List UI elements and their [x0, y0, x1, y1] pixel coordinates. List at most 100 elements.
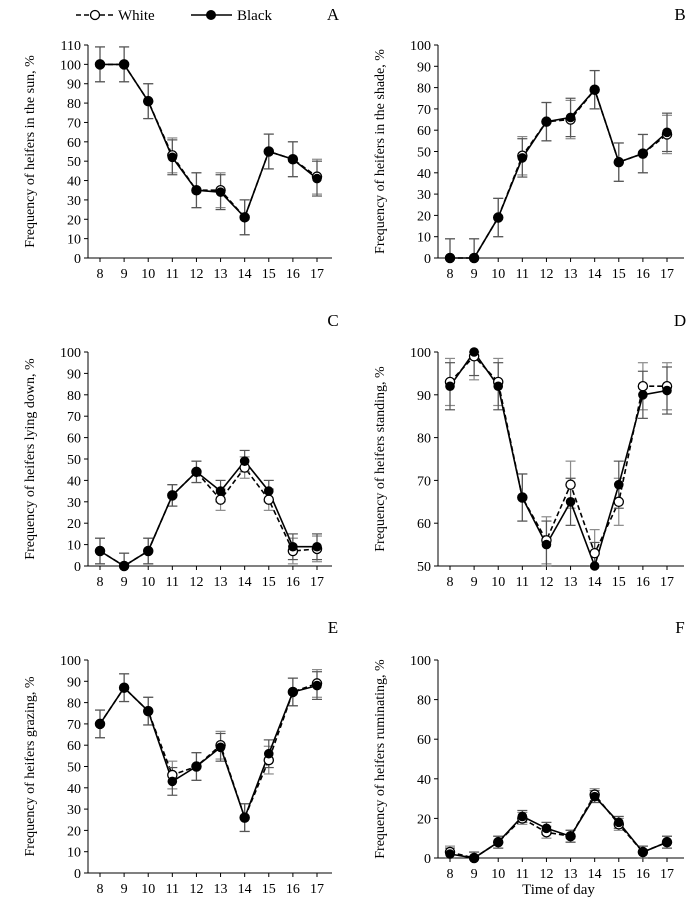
point-black	[312, 541, 322, 552]
y-tick-label: 70	[67, 116, 81, 131]
x-tick-label: 10	[141, 882, 155, 897]
point-black	[613, 157, 624, 167]
x-tick-label: 9	[121, 882, 128, 897]
x-tick-label: 10	[141, 575, 155, 590]
x-tick-label: 11	[166, 267, 179, 282]
point-black	[191, 761, 202, 772]
x-tick-label: 11	[166, 882, 179, 897]
x-tick-label: 10	[491, 267, 505, 282]
y-tick-label: 20	[417, 812, 431, 827]
y-tick-label: 90	[417, 60, 431, 75]
x-tick-label: 15	[262, 267, 276, 282]
point-black	[95, 546, 105, 556]
point-black	[167, 152, 178, 163]
point-black	[565, 497, 576, 507]
point-black	[541, 539, 552, 550]
y-tick-label: 20	[67, 824, 81, 839]
y-axis-label: Frequency of heifers in the sun, %	[23, 55, 38, 248]
x-tick-label: 14	[588, 867, 602, 882]
x-tick-label: 12	[189, 575, 203, 590]
y-tick-label: 90	[67, 78, 81, 93]
series-line-black	[449, 795, 668, 859]
y-tick-label: 100	[60, 346, 81, 361]
point-black	[191, 185, 202, 196]
x-tick-label: 17	[660, 575, 674, 590]
legend: White Black	[76, 8, 272, 24]
y-tick-label: 0	[74, 867, 81, 882]
x-tick-label: 9	[471, 267, 478, 282]
x-tick-label: 13	[214, 882, 228, 897]
x-tick-label: 8	[97, 882, 104, 897]
y-axis-label: Frequency of heifers ruminating, %	[373, 659, 388, 859]
point-black	[638, 847, 648, 857]
x-tick-label: 16	[636, 867, 650, 882]
point-black	[493, 837, 504, 847]
series-line-black	[450, 88, 668, 259]
x-tick-label: 15	[612, 867, 626, 882]
point-black	[119, 561, 129, 571]
y-tick-label: 70	[67, 410, 81, 425]
y-tick-label: 40	[67, 175, 81, 190]
x-tick-label: 10	[141, 267, 155, 282]
panel-letter: E	[328, 618, 338, 637]
legend-white-marker	[89, 9, 101, 21]
point-black	[469, 253, 479, 263]
y-tick-label: 70	[417, 474, 431, 489]
y-tick-label: 70	[417, 103, 431, 118]
point-white	[589, 547, 600, 559]
point-black	[143, 546, 154, 556]
legend-black-marker	[206, 10, 216, 20]
y-tick-label: 20	[417, 209, 431, 224]
point-black	[312, 173, 322, 184]
point-black	[613, 817, 624, 828]
x-tick-label: 16	[286, 882, 300, 897]
panel-letter: D	[674, 311, 686, 330]
series-line-white	[99, 682, 318, 820]
point-black	[167, 490, 178, 501]
series-line-black	[100, 63, 318, 219]
point-black	[312, 680, 322, 691]
y-tick-label: 90	[67, 675, 81, 690]
y-tick-label: 110	[61, 39, 81, 54]
x-tick-label: 12	[189, 267, 203, 282]
y-tick-label: 0	[424, 252, 431, 267]
x-tick-label: 16	[286, 575, 300, 590]
x-tick-label: 14	[588, 575, 602, 590]
y-tick-label: 80	[67, 697, 81, 712]
point-black	[517, 153, 528, 163]
panel-e: 0 10 20 30 40 50 60 70 80 90 100 8 9 10 11 12 13 14 15 16 17…	[23, 618, 338, 897]
x-tick-label: 11	[516, 867, 529, 882]
point-black	[215, 742, 226, 753]
y-tick-label: 60	[67, 432, 81, 447]
panel-letter: B	[674, 5, 685, 24]
y-tick-label: 50	[417, 560, 431, 575]
point-black	[288, 541, 298, 552]
y-tick-label: 40	[67, 474, 81, 489]
y-tick-label: 30	[67, 496, 81, 511]
x-tick-label: 13	[214, 575, 228, 590]
y-tick-label: 10	[67, 846, 81, 861]
x-tick-label: 13	[564, 867, 578, 882]
x-axis-label: Time of day	[522, 882, 595, 898]
y-tick-label: 80	[67, 389, 81, 404]
y-tick-label: 0	[424, 852, 431, 867]
point-black	[493, 212, 504, 223]
y-tick-label: 10	[67, 233, 81, 248]
x-tick-label: 12	[539, 267, 553, 282]
panel-f: 0 20 40 60 80 100 8 9 10 11 12 13 14 15 16 17 Frequency …	[373, 618, 685, 898]
panel-letter: F	[675, 618, 684, 637]
y-tick-label: 60	[67, 739, 81, 754]
point-black	[445, 253, 455, 263]
point-black	[662, 127, 672, 138]
point-white	[565, 479, 576, 490]
legend-black-label: Black	[237, 8, 272, 24]
y-tick-label: 30	[417, 188, 431, 203]
x-tick-label: 12	[189, 882, 203, 897]
x-tick-label: 11	[516, 267, 529, 282]
point-black	[239, 456, 250, 466]
point-black	[469, 347, 479, 357]
y-axis-label: Frequency of heifers in the shade, %	[373, 49, 388, 254]
y-tick-label: 100	[60, 654, 81, 669]
y-tick-label: 40	[417, 167, 431, 182]
y-tick-label: 100	[60, 58, 81, 73]
